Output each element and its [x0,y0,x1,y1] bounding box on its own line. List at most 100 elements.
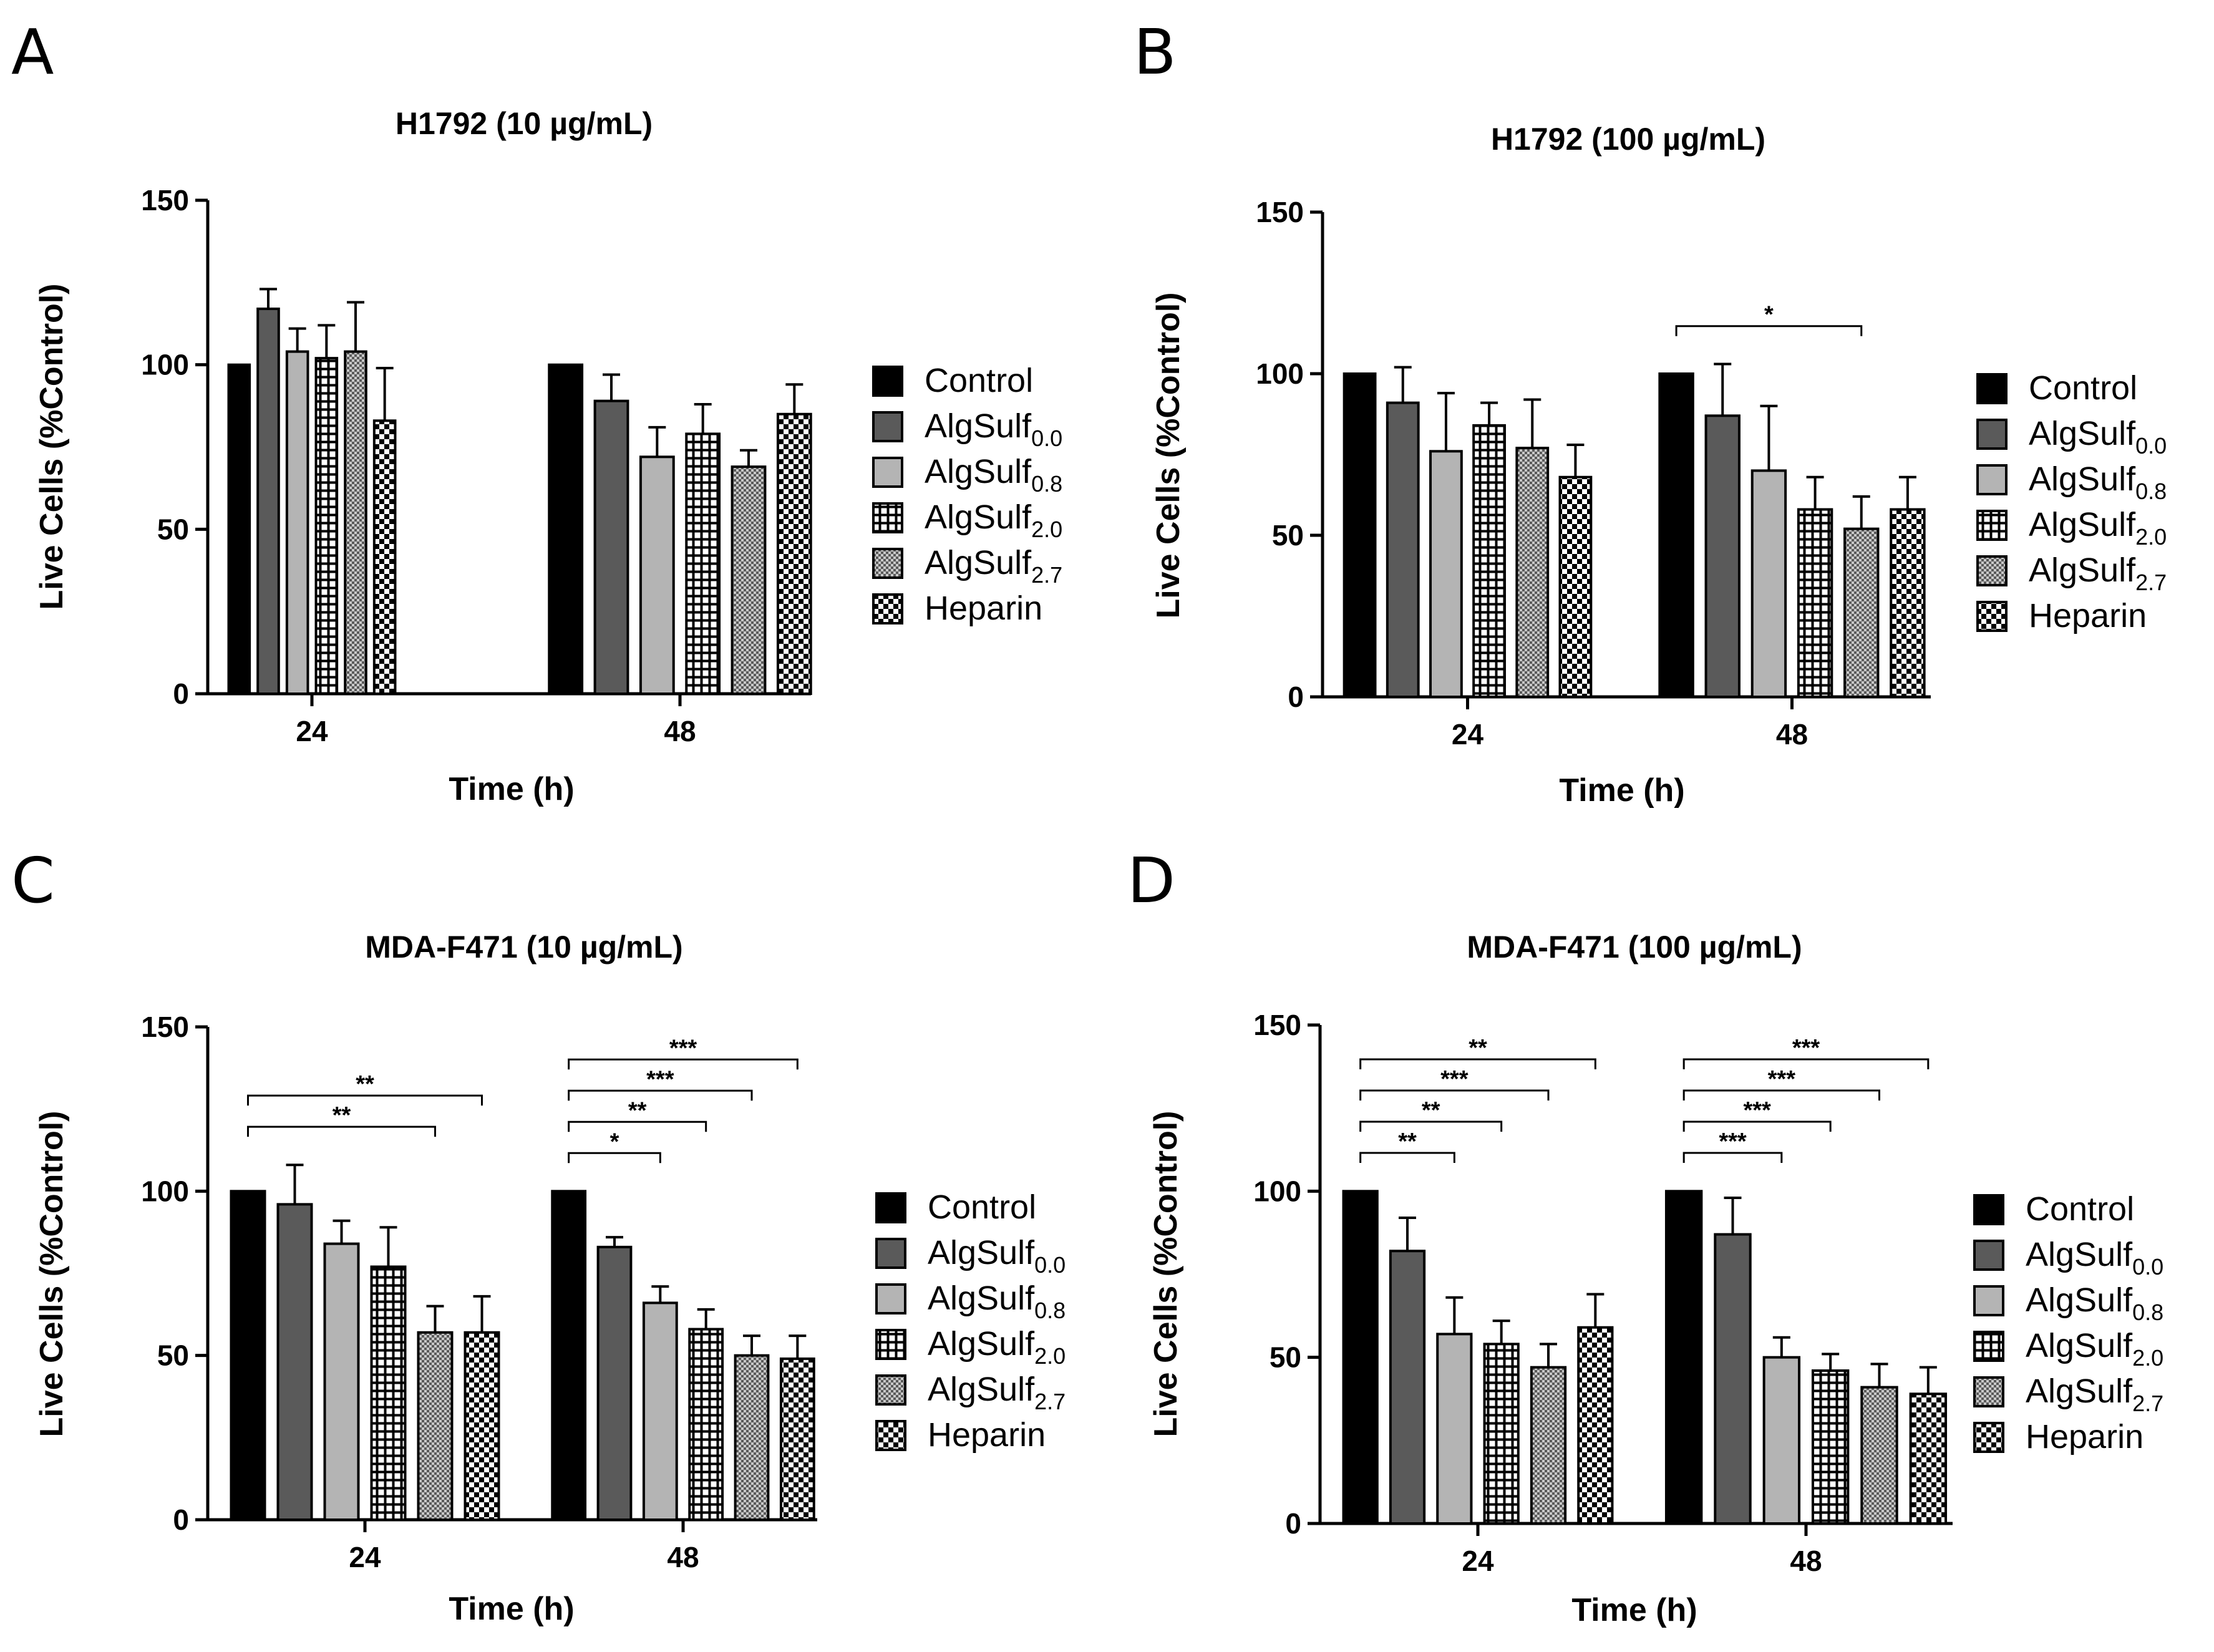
bar [1515,447,1550,698]
legend-label-subscript: 2.0 [2135,524,2167,550]
legend-label: AlgSulf2.0 [2026,1327,2163,1371]
y-tick-label: 50 [1272,519,1304,551]
chart-title: MDA-F471 (100 µg/mL) [1467,930,1802,964]
bar [1389,1250,1426,1525]
significance-bracket [1359,1120,1503,1132]
significance-bracket [1682,1120,1832,1132]
legend-label-base: AlgSulf [928,1234,1035,1271]
legend-label: Control [2029,369,2137,407]
x-axis-label: Time (h) [1559,772,1684,809]
bar [1342,372,1377,698]
legend-label-subscript: 0.0 [1034,1252,1066,1278]
legend-label-subscript: 2.7 [1031,562,1062,588]
bar [230,1190,266,1522]
legend-label-base: Heparin [925,590,1042,627]
legend-label: AlgSulf2.0 [928,1325,1066,1369]
bar [372,419,397,696]
legend-swatch [1976,419,2008,450]
x-tick-label: 48 [1790,1545,1822,1577]
chart-title: H1792 (10 µg/mL) [396,106,653,141]
y-tick-label: 50 [1270,1341,1301,1374]
bar [1436,1333,1473,1525]
legend-label: AlgSulf0.8 [2029,460,2167,504]
bar [1909,1392,1948,1525]
legend-label-base: Control [2029,369,2137,407]
legend: ControlAlgSulf0.0AlgSulf0.8AlgSulf2.0Alg… [1973,1190,2163,1455]
y-tick-label: 100 [141,349,189,381]
x-tick-label: 48 [664,715,696,747]
y-tick-label: 150 [1256,196,1304,228]
bar [1714,1233,1752,1525]
bar [276,1203,313,1522]
bar [734,1354,770,1522]
legend-label-subscript: 2.7 [2135,570,2167,595]
significance-bracket [568,1058,799,1070]
significance-bracket [568,1120,707,1132]
legend-label-base: AlgSulf [925,407,1032,445]
bar [417,1331,454,1522]
legend-swatch [1973,1376,2004,1407]
bar [1860,1386,1898,1525]
significance-label: *** [1743,1097,1771,1124]
legend-swatch [1976,373,2008,404]
legend-swatch [1973,1285,2004,1316]
significance-label: ** [356,1071,374,1097]
significance-label: * [1764,302,1774,328]
legend-label: AlgSulf2.7 [2026,1373,2163,1416]
chart-panel-c: C MDA-F471 (10 µg/mL) 0 50 100 150 Live Cells … [11,844,1066,1627]
legend-label-subscript: 2.7 [1034,1389,1066,1414]
bar [323,1242,360,1521]
panel-letter: D [1127,844,1175,917]
bar [1750,469,1787,699]
legend-swatch [872,593,903,624]
legend-swatch [875,1420,906,1451]
x-tick-label: 24 [1462,1545,1494,1577]
legend-swatch [872,366,903,397]
x-axis-label: Time (h) [449,771,574,807]
bar [1762,1356,1801,1525]
x-tick-label: 24 [349,1541,381,1573]
legend-label-subscript: 2.0 [1031,517,1062,542]
bar [1342,1190,1379,1525]
bar [688,1328,724,1522]
legend-label-base: AlgSulf [2029,460,2136,498]
bar [227,363,251,695]
legend-label-subscript: 0.8 [1034,1298,1066,1323]
legend-swatch [875,1374,906,1406]
bar [1530,1366,1567,1525]
legend-label-base: Heparin [928,1416,1046,1454]
legend-swatch [1976,555,2008,586]
legend-label-subscript: 2.7 [2132,1391,2163,1416]
significance-bracket [247,1094,483,1106]
legend-label-base: AlgSulf [2026,1327,2133,1364]
significance-bracket [247,1125,436,1137]
bar [642,1301,678,1521]
legend-label: AlgSulf0.0 [925,407,1062,451]
chart-title: MDA-F471 (10 µg/mL) [365,930,682,964]
bar [685,432,721,695]
legend-label-base: AlgSulf [928,1371,1035,1408]
legend-label: Heparin [2026,1418,2144,1455]
panel-letter: B [1134,16,1177,89]
bar [256,308,280,695]
legend-swatch [1976,510,2008,541]
legend-label-base: Control [2026,1190,2134,1228]
legend-swatch [875,1329,906,1360]
legend-label-subscript: 0.0 [1031,425,1062,451]
legend-label-base: AlgSulf [925,498,1032,536]
y-tick-label: 150 [141,184,189,216]
legend-swatch [872,502,903,533]
bar [593,399,629,695]
legend-label-subscript: 2.0 [2132,1345,2163,1371]
y-tick-label: 50 [157,1339,189,1372]
legend-label-base: AlgSulf [2026,1236,2133,1273]
y-tick-label: 0 [1288,681,1304,713]
legend-swatch [1976,601,2008,632]
bar [639,455,675,695]
legend-label: Control [2026,1190,2134,1228]
significance-bracket [1682,1058,1930,1070]
bar [1472,424,1506,698]
legend-swatch [872,457,903,488]
y-tick-label: 100 [1256,357,1304,390]
bar [464,1331,500,1522]
